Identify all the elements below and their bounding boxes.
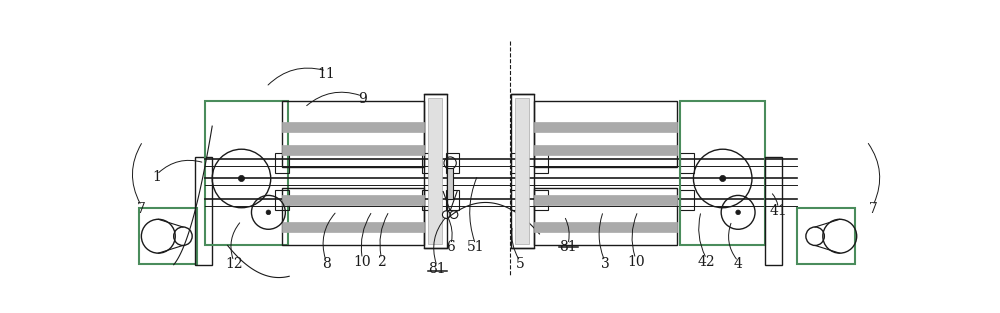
Text: 51: 51 [467,240,484,254]
Bar [282,188,424,245]
Bar [446,190,459,210]
Bar [282,195,424,205]
Text: 3: 3 [601,257,609,271]
Bar [422,153,436,173]
Text: 7: 7 [868,202,877,216]
Bar [424,94,447,248]
Bar [534,101,677,167]
Bar [511,190,525,210]
Bar [139,208,197,264]
Text: 6: 6 [447,240,455,254]
Text: 81: 81 [428,262,446,276]
Bar [447,168,453,199]
Circle shape [238,175,245,182]
Text: 11: 11 [317,67,335,81]
Bar [195,157,212,265]
Bar [282,222,424,232]
Bar [205,101,288,245]
Bar [282,122,424,131]
Bar [428,98,442,244]
Bar [534,222,677,232]
Bar [534,122,677,131]
Bar [275,153,289,173]
Bar [797,208,855,264]
Text: 4: 4 [734,257,743,271]
Circle shape [736,210,740,215]
Bar [422,190,436,210]
Bar [534,195,677,205]
Text: 2: 2 [377,255,386,269]
Text: 81: 81 [559,240,577,254]
Bar [534,188,677,245]
Text: 10: 10 [627,255,645,269]
Bar [282,101,424,167]
Text: 41: 41 [769,204,787,218]
Bar [511,94,534,248]
Bar [680,101,765,245]
Bar [275,190,289,210]
Bar [765,157,782,265]
Text: 9: 9 [358,92,367,106]
Bar [511,153,525,173]
Text: 42: 42 [698,255,715,269]
Bar [534,190,548,210]
Bar [446,153,459,173]
Text: 5: 5 [516,257,525,271]
Text: 8: 8 [322,257,331,271]
Text: 7: 7 [137,202,146,216]
Text: 1: 1 [152,170,161,184]
Text: 12: 12 [225,257,243,271]
Circle shape [266,210,271,215]
Bar [282,145,424,155]
Bar [680,190,694,210]
Circle shape [720,175,726,182]
Text: 10: 10 [354,255,371,269]
Bar [534,145,677,155]
Bar [515,98,529,244]
Bar [534,153,548,173]
Bar [680,153,694,173]
